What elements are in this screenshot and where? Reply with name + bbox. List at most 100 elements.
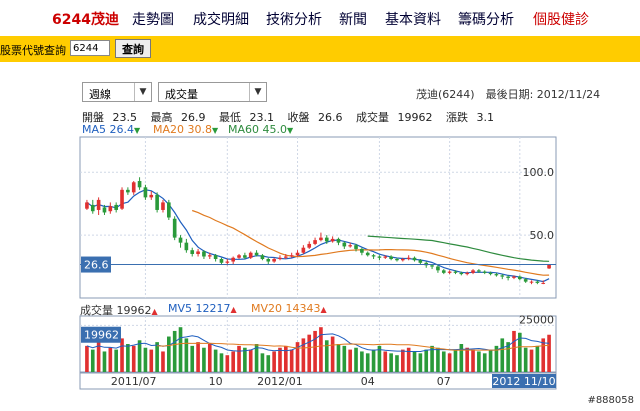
volume-bar [266,355,271,372]
nav-technical[interactable]: 技術分析 [266,12,322,28]
volume-bar [102,351,107,372]
volume-bar [401,349,405,372]
volume-bar [207,344,212,372]
candle-body [196,251,200,254]
nav-basic[interactable]: 基本資料 [385,12,441,28]
candle-body [161,202,165,210]
candle-body [172,218,177,238]
volume-bar [518,332,522,372]
volume-bar [114,349,118,372]
candle-body [377,256,382,258]
volume-bar [406,347,411,372]
candle-body [547,264,551,269]
price-marker [81,256,111,273]
candle-body [237,255,241,258]
volume-bar [196,342,200,372]
nav-trend[interactable]: 走勢圖 [132,12,174,28]
volume-bar [488,349,493,372]
nav-news[interactable]: 新聞 [339,12,367,28]
candle-body [260,255,265,260]
candle-body [190,250,195,254]
candle-body [482,271,487,273]
volume-bar [319,327,323,372]
candle-body [243,255,247,258]
candle-body [248,252,253,258]
down-triangle-icon: ▼ [134,126,141,135]
down-triangle-icon: ▼ [212,126,219,135]
candle-body [108,206,113,212]
period-select[interactable]: 週線 ▼ [82,82,152,102]
stat-close: 收盤 26.6 [287,111,343,124]
indicator-value: 成交量 [165,88,198,101]
volume-bar [547,334,551,372]
volume-bar [412,351,417,372]
candle-body [453,271,458,273]
volume-bar [377,345,382,372]
volume-bar [336,344,341,372]
stock-code-input[interactable] [70,40,110,56]
stat-volume: 成交量 19962 [356,111,433,124]
nav-health[interactable]: 個股健診 [533,12,589,28]
volume-bar [360,351,364,372]
volume-bar [108,347,113,372]
candle-body [354,245,358,249]
candle-body [401,259,405,261]
candle-body [219,259,224,263]
volume-bar [248,349,253,372]
volume-bar [301,338,306,372]
volume-bar [459,344,464,372]
candle-body [85,202,89,209]
volume-bar [172,330,177,372]
volume-bar [184,338,189,372]
candle-body [155,194,159,210]
volume-bar [137,340,142,372]
volume-bar [295,342,300,372]
candle-body [500,275,505,277]
volume-bar [354,347,358,372]
volume-bar [120,338,124,372]
candle-body [307,243,312,248]
candle-body [430,265,434,267]
watermark: #888058 [587,395,634,406]
query-button[interactable]: 查詢 [115,39,151,58]
x-tick-label: 04 [361,375,375,388]
volume-bar [330,336,335,372]
vol-ma-line-mv20 [157,342,550,351]
volume-bar [243,347,247,372]
volume-bar [424,349,429,372]
nav-trade-detail[interactable]: 成交明細 [193,12,249,28]
stat-change: 漲跌 3.1 [446,111,494,124]
candle-body [120,189,124,209]
volume-tick-label: 25000 [519,313,554,326]
stat-low: 最低 23.1 [219,111,274,124]
nav-chips[interactable]: 籌碼分析 [458,12,514,28]
candle-body [436,266,440,271]
candle-body [114,204,118,210]
indicator-select[interactable]: 成交量 ▼ [158,82,267,102]
volume-bar [477,351,481,372]
candle-body [254,252,259,256]
volume-bar [383,351,388,372]
candle-body [477,270,481,272]
candle-body [447,271,452,273]
candle-body [137,181,142,188]
volume-bar [471,349,475,372]
candle-body [330,238,335,242]
volume-bar [167,336,171,372]
stock-title[interactable]: 6244茂迪 [52,12,119,28]
volume-bar [348,349,352,372]
candle-body [471,270,475,273]
candle-body [406,257,411,260]
candle-body [202,251,206,257]
candle-body [541,282,546,284]
stat-high: 最高 26.9 [150,111,206,124]
candle-body [529,281,534,283]
candle-body [518,276,522,280]
volume-bar [254,344,259,372]
stock-info: 茂迪(6244) 最後日期: 2012/11/24 [416,88,601,101]
volume-bar [453,349,458,372]
volume-bar [161,351,165,372]
candle-body [295,252,300,256]
volume-bar [447,353,452,372]
